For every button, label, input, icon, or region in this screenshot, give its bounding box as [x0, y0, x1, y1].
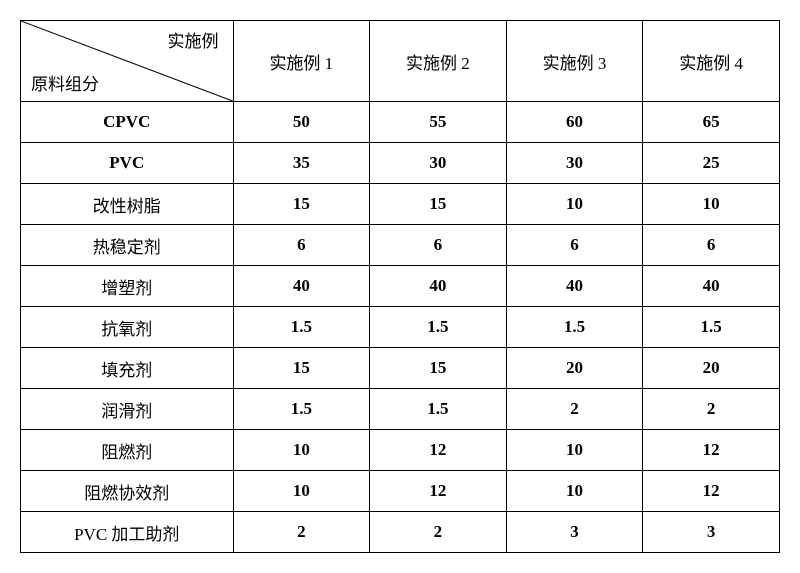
table-row: PVC35303025 [21, 143, 780, 184]
table-row: 阻燃剂10121012 [21, 430, 780, 471]
table-cell: 10 [643, 184, 780, 225]
row-label: 增塑剂 [21, 266, 234, 307]
col-header-3: 实施例 3 [506, 21, 643, 102]
table-cell: 6 [643, 225, 780, 266]
col-header-2: 实施例 2 [370, 21, 507, 102]
table-cell: 12 [643, 471, 780, 512]
table-cell: 10 [506, 184, 643, 225]
table-body: 实施例 原料组分 实施例 1 实施例 2 实施例 3 实施例 4 CPVC505… [21, 21, 780, 553]
composition-table: 实施例 原料组分 实施例 1 实施例 2 实施例 3 实施例 4 CPVC505… [20, 20, 780, 553]
table-row: 增塑剂40404040 [21, 266, 780, 307]
row-label: 阻燃协效剂 [21, 471, 234, 512]
row-label: PVC 加工助剂 [21, 512, 234, 553]
table-cell: 12 [370, 471, 507, 512]
table-cell: 2 [233, 512, 370, 553]
col-header-4: 实施例 4 [643, 21, 780, 102]
table-cell: 12 [643, 430, 780, 471]
table-cell: 10 [233, 471, 370, 512]
table-cell: 40 [506, 266, 643, 307]
table-row: 填充剂15152020 [21, 348, 780, 389]
diag-top-label: 实施例 [168, 27, 219, 52]
composition-table-container: 实施例 原料组分 实施例 1 实施例 2 实施例 3 实施例 4 CPVC505… [20, 20, 780, 553]
table-cell: 35 [233, 143, 370, 184]
table-cell: 6 [233, 225, 370, 266]
table-cell: 6 [506, 225, 643, 266]
table-cell: 2 [506, 389, 643, 430]
table-cell: 1.5 [233, 389, 370, 430]
row-label: 热稳定剂 [21, 225, 234, 266]
row-label: CPVC [21, 102, 234, 143]
row-label: 改性树脂 [21, 184, 234, 225]
table-cell: 6 [370, 225, 507, 266]
table-row: 热稳定剂6666 [21, 225, 780, 266]
table-cell: 30 [506, 143, 643, 184]
table-cell: 20 [643, 348, 780, 389]
table-cell: 10 [506, 430, 643, 471]
table-cell: 1.5 [643, 307, 780, 348]
row-label: 润滑剂 [21, 389, 234, 430]
table-cell: 12 [370, 430, 507, 471]
diagonal-header-cell: 实施例 原料组分 [21, 21, 234, 102]
table-cell: 3 [506, 512, 643, 553]
table-cell: 2 [643, 389, 780, 430]
table-cell: 3 [643, 512, 780, 553]
col-header-1: 实施例 1 [233, 21, 370, 102]
row-label: 填充剂 [21, 348, 234, 389]
table-cell: 1.5 [370, 389, 507, 430]
table-row: PVC 加工助剂2233 [21, 512, 780, 553]
table-cell: 25 [643, 143, 780, 184]
table-cell: 1.5 [506, 307, 643, 348]
table-cell: 30 [370, 143, 507, 184]
row-label: 阻燃剂 [21, 430, 234, 471]
table-cell: 60 [506, 102, 643, 143]
row-label: 抗氧剂 [21, 307, 234, 348]
table-cell: 65 [643, 102, 780, 143]
table-cell: 15 [370, 348, 507, 389]
table-cell: 20 [506, 348, 643, 389]
table-cell: 10 [506, 471, 643, 512]
table-cell: 1.5 [370, 307, 507, 348]
table-cell: 50 [233, 102, 370, 143]
table-cell: 2 [370, 512, 507, 553]
table-row: 阻燃协效剂10121012 [21, 471, 780, 512]
table-cell: 40 [370, 266, 507, 307]
table-header-row: 实施例 原料组分 实施例 1 实施例 2 实施例 3 实施例 4 [21, 21, 780, 102]
table-cell: 55 [370, 102, 507, 143]
table-row: CPVC50556065 [21, 102, 780, 143]
table-row: 润滑剂1.51.522 [21, 389, 780, 430]
table-cell: 15 [233, 348, 370, 389]
diag-bottom-label: 原料组分 [31, 70, 99, 95]
table-cell: 10 [233, 430, 370, 471]
table-row: 改性树脂15151010 [21, 184, 780, 225]
row-label: PVC [21, 143, 234, 184]
table-cell: 1.5 [233, 307, 370, 348]
table-cell: 40 [643, 266, 780, 307]
table-cell: 40 [233, 266, 370, 307]
table-row: 抗氧剂1.51.51.51.5 [21, 307, 780, 348]
table-cell: 15 [233, 184, 370, 225]
table-cell: 15 [370, 184, 507, 225]
